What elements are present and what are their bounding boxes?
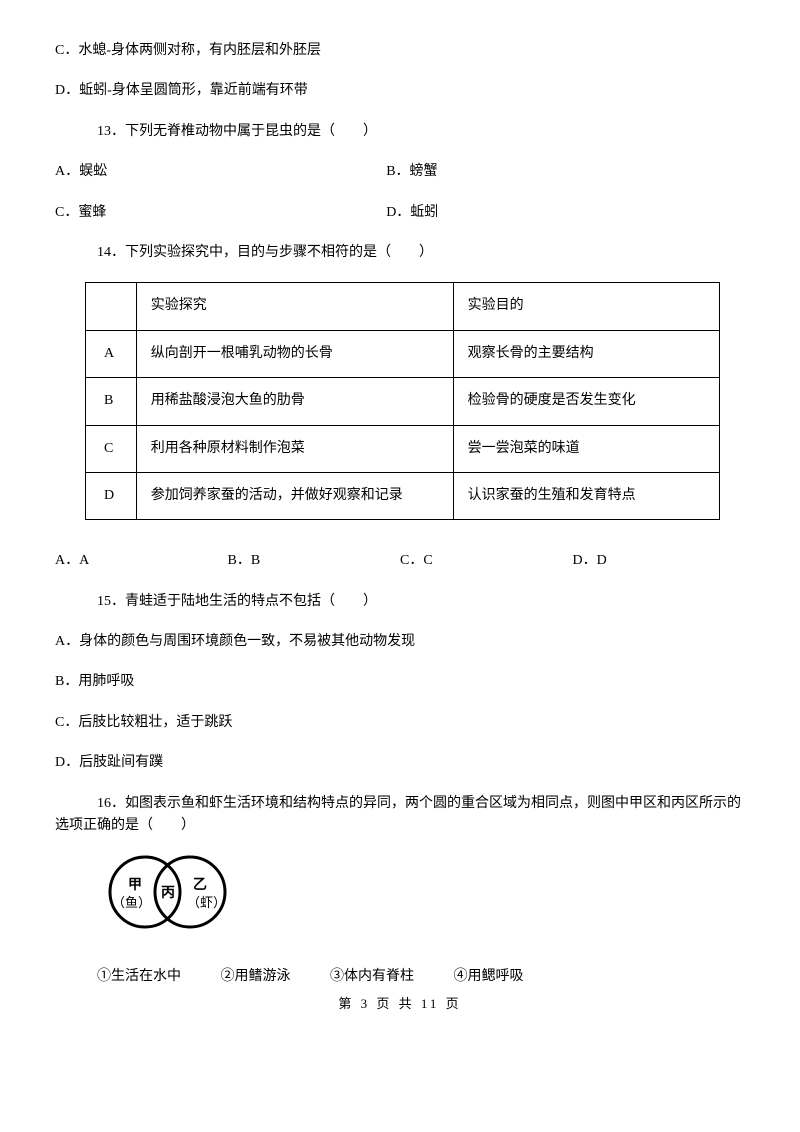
q16-items: ①生活在水中 ②用鳍游泳 ③体内有脊柱 ④用鳃呼吸 bbox=[55, 966, 745, 988]
venn-right-bottom-text: （虾） bbox=[187, 895, 226, 910]
table-row: C 利用各种原材料制作泡菜 尝一尝泡菜的味道 bbox=[86, 425, 720, 472]
q16-item1: ①生活在水中 bbox=[97, 969, 181, 984]
venn-svg: 甲 （鱼） 丙 乙 （虾） bbox=[90, 847, 260, 937]
q16-stem: 16．如图表示鱼和虾生活环境和结构特点的异同，两个圆的重合区域为相同点，则图中甲… bbox=[55, 793, 745, 838]
cell-c-label: C bbox=[86, 425, 137, 472]
cell-c-exp: 利用各种原材料制作泡菜 bbox=[136, 425, 453, 472]
venn-center-text: 丙 bbox=[161, 885, 175, 901]
cell-a-purpose: 观察长骨的主要结构 bbox=[453, 330, 719, 377]
cell-a-label: A bbox=[86, 330, 137, 377]
cell-b-exp: 用稀盐酸浸泡大鱼的肋骨 bbox=[136, 378, 453, 425]
q15-option-d: D．后肢趾间有蹼 bbox=[55, 752, 745, 774]
table-row: A 纵向剖开一根哺乳动物的长骨 观察长骨的主要结构 bbox=[86, 330, 720, 377]
cell-d-purpose: 认识家蚕的生殖和发育特点 bbox=[453, 472, 719, 519]
option-c: C．水螅-身体两侧对称，有内胚层和外胚层 bbox=[55, 40, 745, 62]
venn-left-top-text: 甲 bbox=[128, 877, 142, 893]
page-footer: 第 3 页 共 11 页 bbox=[55, 994, 745, 1015]
q16-item3: ③体内有脊柱 bbox=[330, 969, 414, 984]
q13-option-d: D．蚯蚓 bbox=[386, 202, 745, 224]
cell-c-purpose: 尝一尝泡菜的味道 bbox=[453, 425, 719, 472]
table-header-purpose: 实验目的 bbox=[453, 283, 719, 330]
q14-option-c: C．C bbox=[400, 550, 573, 572]
table-row: D 参加饲养家蚕的活动，并做好观察和记录 认识家蚕的生殖和发育特点 bbox=[86, 472, 720, 519]
q16-item4: ④用鳃呼吸 bbox=[454, 969, 524, 984]
table-header-blank bbox=[86, 283, 137, 330]
table-row: B 用稀盐酸浸泡大鱼的肋骨 检验骨的硬度是否发生变化 bbox=[86, 378, 720, 425]
venn-right-top-text: 乙 bbox=[193, 877, 207, 893]
q14-stem: 14．下列实验探究中，目的与步骤不相符的是（ ） bbox=[55, 242, 745, 264]
q16-item2: ②用鳍游泳 bbox=[221, 969, 291, 984]
table-header-row: 实验探究 实验目的 bbox=[86, 283, 720, 330]
q13-row1: A．蜈蚣 B．螃蟹 bbox=[55, 161, 745, 183]
q13-option-b: B．螃蟹 bbox=[386, 161, 745, 183]
q14-option-a: A．A bbox=[55, 550, 228, 572]
q13-option-a: A．蜈蚣 bbox=[55, 161, 386, 183]
q15-option-a: A．身体的颜色与周围环境颜色一致，不易被其他动物发现 bbox=[55, 631, 745, 653]
cell-b-label: B bbox=[86, 378, 137, 425]
cell-b-purpose: 检验骨的硬度是否发生变化 bbox=[453, 378, 719, 425]
q15-stem: 15．青蛙适于陆地生活的特点不包括（ ） bbox=[55, 591, 745, 613]
q14-option-b: B．B bbox=[228, 550, 401, 572]
cell-d-label: D bbox=[86, 472, 137, 519]
venn-left-bottom-text: （鱼） bbox=[112, 895, 151, 910]
q14-option-d: D．D bbox=[573, 550, 746, 572]
q15-option-c: C．后肢比较粗壮，适于跳跃 bbox=[55, 712, 745, 734]
option-d: D．蚯蚓-身体呈圆筒形，靠近前端有环带 bbox=[55, 80, 745, 102]
cell-d-exp: 参加饲养家蚕的活动，并做好观察和记录 bbox=[136, 472, 453, 519]
q15-option-b: B．用肺呼吸 bbox=[55, 671, 745, 693]
q13-stem: 13．下列无脊椎动物中属于昆虫的是（ ） bbox=[55, 121, 745, 143]
cell-a-exp: 纵向剖开一根哺乳动物的长骨 bbox=[136, 330, 453, 377]
q14-options: A．A B．B C．C D．D bbox=[55, 550, 745, 572]
q13-option-c: C．蜜蜂 bbox=[55, 202, 386, 224]
q14-table: 实验探究 实验目的 A 纵向剖开一根哺乳动物的长骨 观察长骨的主要结构 B 用稀… bbox=[85, 282, 720, 520]
table-header-experiment: 实验探究 bbox=[136, 283, 453, 330]
q13-row2: C．蜜蜂 D．蚯蚓 bbox=[55, 202, 745, 224]
venn-diagram: 甲 （鱼） 丙 乙 （虾） bbox=[90, 847, 745, 945]
